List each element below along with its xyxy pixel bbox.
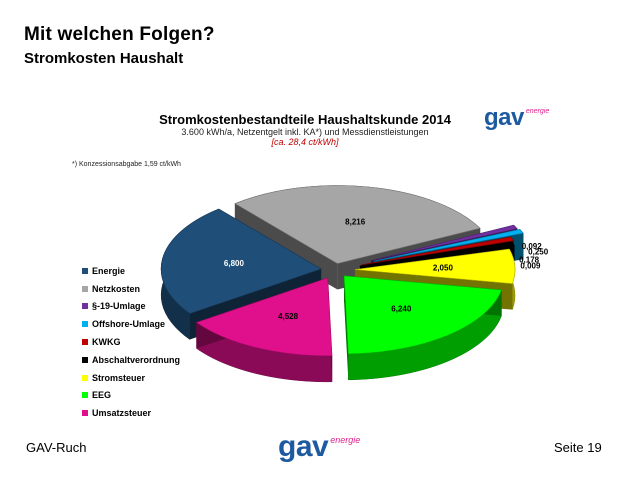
legend-label: Offshore-Umlage [92,319,166,330]
pie-slice-energie [160,208,322,314]
legend-item: Offshore-Umlage [82,315,180,333]
pie-value-label: 0,009 [520,261,541,270]
legend-item: Umsatzsteuer [82,404,180,422]
pie-value-label: 0,178 [519,256,540,265]
gav-logo-tagline: energie [330,435,361,445]
pie-value-label: 6,800 [224,259,245,268]
chart-price-note: [ca. 28,4 ct/kWh] [271,137,339,147]
legend-item: Abschaltverordnung [82,351,180,369]
legend-swatch [82,374,88,381]
legend-label: Abschaltverordnung [92,354,181,365]
legend-item: Energie [82,262,180,280]
legend-label: Stromsteuer [92,372,146,383]
pie-value-label: 4,528 [278,312,299,321]
legend-swatch [82,321,88,328]
chart-title: Stromkostenbestandteile Haushaltskunde 2… [159,112,451,127]
legend-swatch [82,339,88,346]
legend-label: EEG [92,390,112,401]
pie-slice-stromsteuer [354,248,516,284]
footer-page-number: Seite 19 [554,440,602,455]
pie-slice-abschaltverordnung [359,241,515,267]
pie-slice-offshore-umlage [373,228,524,262]
legend-label: Netzkosten [92,283,141,294]
legend-swatch [82,392,88,399]
legend-label: Umsatzsteuer [92,408,152,419]
slide-subtitle: Stromkosten Haushalt [24,50,184,67]
gav-logo-footer: gav energie [278,432,360,462]
legend-swatch [82,356,88,363]
legend-item: §-19-Umlage [82,298,180,316]
legend-swatch [82,285,88,292]
pie-slice-eeg [343,275,502,355]
footer-author: GAV-Ruch [26,440,87,455]
legend-swatch [82,267,88,274]
legend-item: Netzkosten [82,280,180,298]
pie-slice-netzkosten [234,185,481,264]
pie-value-label: 6,240 [391,304,412,313]
legend-label: §-19-Umlage [92,301,146,312]
slide-title: Mit welchen Folgen? [24,24,215,45]
gav-logo-tagline: energie [525,108,550,115]
legend-label: KWKG [92,337,121,348]
chart-legend: Energie Netzkosten §-19-Umlage Offshore-Uml… [82,262,180,422]
gav-logo-text: gav [278,430,329,463]
chart-footnote: *) Konzessionsabgabe 1,59 ct/kWh [72,161,181,168]
legend-item: EEG [82,387,180,405]
pie-slice-19-umlage [371,224,518,261]
gav-logo-text: gav [484,104,524,131]
legend-swatch [82,303,88,310]
legend-item: KWKG [82,333,180,351]
pie-value-label: 8,216 [345,218,366,227]
gav-logo-chart: gav energie [484,106,549,130]
chart-subtitle: 3.600 kWh/a, Netzentgelt inkl. KA*) und … [181,127,429,137]
pie-value-label: 0,250 [528,247,549,256]
pie-value-label: 2,050 [433,264,454,273]
pie-slice-kwkg [361,236,514,266]
legend-swatch [82,410,88,417]
legend-item: Stromsteuer [82,369,180,387]
pie-value-label: 0,092 [522,242,543,251]
legend-label: Energie [92,265,126,276]
pie-slice-umsatzsteuer [195,277,333,357]
